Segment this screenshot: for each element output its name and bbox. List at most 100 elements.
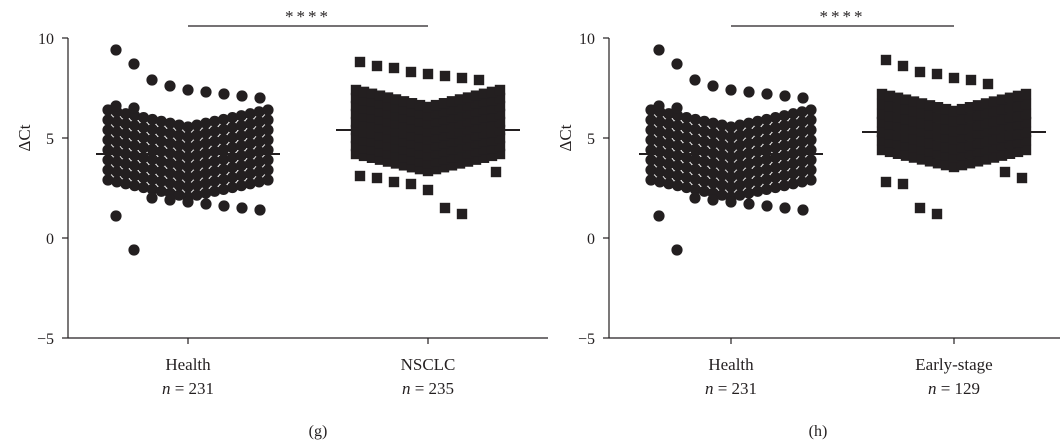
data-point-square	[456, 72, 468, 84]
data-point-circle	[716, 189, 728, 201]
panel-h: −5 0 5 10 ΔCt Health n = 231 Early-stage n = 129…	[556, 7, 1060, 440]
data-point-circle	[680, 111, 693, 124]
data-point-circle	[752, 175, 764, 187]
data-point-square	[422, 184, 434, 196]
data-point-circle	[146, 123, 159, 136]
data-point-circle	[155, 185, 167, 197]
data-point-circle	[217, 153, 230, 166]
data-point-circle	[173, 139, 185, 151]
data-point-square	[454, 150, 466, 161]
data-point-circle	[209, 135, 221, 147]
data-point-square	[446, 136, 458, 147]
data-point-circle	[787, 168, 799, 180]
data-point-circle	[111, 116, 123, 128]
data-point-circle	[663, 108, 675, 120]
data-point-circle	[253, 166, 265, 178]
data-point-square	[908, 152, 920, 163]
data-point-circle	[262, 114, 274, 126]
data-point-square	[470, 154, 482, 165]
data-point-circle	[778, 160, 790, 172]
data-point-square	[390, 150, 402, 161]
data-point-square	[414, 163, 426, 175]
data-point-square	[358, 102, 370, 114]
data-point-circle	[217, 123, 230, 136]
data-point-square	[486, 110, 498, 122]
data-point-circle	[760, 123, 773, 136]
data-point-circle	[672, 130, 684, 142]
data-point-circle	[787, 178, 799, 190]
data-point-square	[494, 116, 506, 128]
data-point-circle	[645, 114, 657, 126]
data-point-square	[486, 142, 498, 154]
data-point-square	[462, 140, 474, 151]
data-point-circle	[716, 149, 728, 161]
data-point-square	[390, 142, 402, 153]
data-point-square	[406, 98, 418, 109]
data-point-circle	[182, 161, 194, 173]
data-point-square	[892, 120, 904, 131]
data-point-square	[916, 118, 928, 129]
data-point-circle	[253, 156, 265, 168]
data-point-circle	[716, 169, 728, 181]
data-point-circle	[137, 121, 150, 134]
data-point-square	[932, 112, 944, 123]
data-point-square	[900, 94, 912, 105]
data-point-circle	[102, 114, 114, 126]
data-point-square	[374, 122, 386, 133]
data-point-square	[494, 148, 506, 160]
data-point-square	[924, 110, 936, 121]
data-point-circle	[805, 164, 817, 176]
y-tick-label: 10	[579, 31, 595, 48]
data-point-circle	[200, 137, 212, 149]
data-point-square	[908, 142, 920, 153]
data-point-circle	[743, 187, 755, 199]
data-point-circle	[226, 171, 239, 184]
data-point-square	[478, 120, 490, 131]
data-point-square	[972, 146, 984, 157]
data-point-square	[914, 202, 926, 214]
data-point-circle	[671, 102, 683, 114]
data-point-square	[892, 92, 904, 103]
y-tick-label: 5	[46, 131, 54, 148]
data-point-square	[980, 108, 992, 119]
data-point-square	[350, 116, 362, 128]
data-point-square	[390, 102, 402, 113]
data-point-square	[430, 107, 442, 119]
data-point-square	[486, 118, 498, 130]
data-point-circle	[155, 125, 167, 137]
data-point-circle	[743, 198, 755, 210]
data-point-square	[446, 104, 458, 115]
data-point-circle	[663, 178, 675, 190]
data-point-square	[358, 94, 370, 106]
data-point-square	[876, 144, 888, 156]
data-point-square	[940, 159, 952, 171]
data-point-square	[406, 146, 418, 157]
data-point-square	[924, 128, 936, 139]
data-point-circle	[235, 140, 247, 152]
data-point-square	[374, 90, 386, 101]
data-point-square	[916, 154, 928, 165]
data-point-square	[405, 178, 417, 190]
data-point-square	[406, 122, 418, 133]
data-point-circle	[102, 164, 114, 176]
data-point-circle	[778, 150, 790, 162]
data-point-square	[374, 146, 386, 157]
data-point-square	[996, 122, 1008, 133]
data-point-square	[366, 104, 378, 115]
data-point-square	[422, 165, 434, 177]
data-point-square	[884, 128, 896, 140]
y-tick-label: 0	[46, 231, 54, 248]
data-point-circle	[200, 177, 212, 189]
data-point-square	[900, 114, 912, 125]
data-point-circle	[200, 167, 212, 179]
data-point-square	[414, 99, 426, 111]
data-point-square	[382, 116, 394, 127]
data-point-square	[876, 98, 888, 110]
data-point-circle	[725, 181, 737, 193]
data-point-square	[988, 96, 1000, 107]
data-point-square	[1012, 110, 1024, 122]
data-point-square	[880, 176, 892, 188]
data-point-square	[972, 138, 984, 149]
data-point-circle	[769, 181, 782, 194]
data-point-square	[988, 142, 1000, 153]
